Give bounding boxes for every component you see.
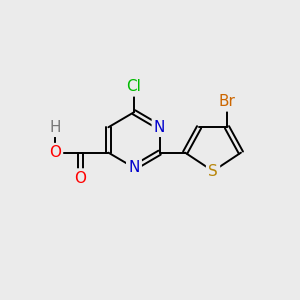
Text: H: H [49,120,61,135]
Text: O: O [49,145,61,160]
Text: Br: Br [218,94,236,109]
Text: O: O [74,171,86,186]
Text: Cl: Cl [127,79,141,94]
Text: S: S [208,164,218,178]
Text: N: N [154,120,165,135]
Text: N: N [128,160,140,175]
